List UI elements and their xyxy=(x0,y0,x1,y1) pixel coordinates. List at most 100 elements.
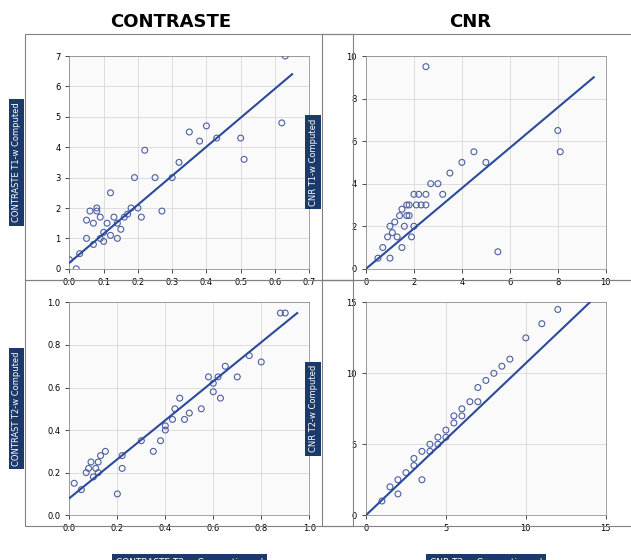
Point xyxy=(406,232,416,241)
Point xyxy=(397,205,407,214)
Point xyxy=(232,372,242,381)
Point xyxy=(203,372,213,381)
Point xyxy=(402,200,412,209)
Point xyxy=(377,497,387,506)
Point xyxy=(155,436,165,445)
Point xyxy=(473,397,483,406)
Point xyxy=(553,126,563,135)
Point xyxy=(71,264,81,273)
Text: CNR: CNR xyxy=(449,13,491,31)
Text: CNR T2-w Conventionnel: CNR T2-w Conventionnel xyxy=(430,558,542,560)
Point xyxy=(390,217,400,226)
Point xyxy=(157,207,167,216)
Point xyxy=(160,421,170,430)
Point xyxy=(122,209,133,218)
Point xyxy=(392,232,402,241)
Point xyxy=(417,475,427,484)
Point xyxy=(100,447,110,456)
Point xyxy=(473,383,483,392)
Point xyxy=(117,451,127,460)
Text: CONTRASTE T1-w Conventionnel: CONTRASTE T1-w Conventionnel xyxy=(115,311,263,320)
Point xyxy=(213,372,223,381)
Point xyxy=(148,447,158,456)
Point xyxy=(421,190,431,199)
Point xyxy=(433,440,443,449)
Point xyxy=(112,219,122,228)
Point xyxy=(378,243,388,252)
Point xyxy=(277,118,287,127)
Point xyxy=(244,351,254,360)
Point xyxy=(433,179,443,188)
Point xyxy=(426,179,436,188)
Point xyxy=(465,397,475,406)
Point xyxy=(404,211,414,220)
Point xyxy=(139,146,150,155)
Point xyxy=(537,319,547,328)
Point xyxy=(457,404,467,413)
Point xyxy=(409,222,419,231)
Point xyxy=(457,158,467,167)
Point xyxy=(126,203,136,212)
Text: CONTRASTE T1-w Computed: CONTRASTE T1-w Computed xyxy=(12,102,21,222)
Point xyxy=(211,134,221,143)
Point xyxy=(81,216,91,225)
Point xyxy=(95,213,105,222)
Point xyxy=(409,454,419,463)
Point xyxy=(385,254,395,263)
Point xyxy=(387,228,398,237)
Point xyxy=(167,173,177,182)
Point xyxy=(449,418,459,427)
Text: CNR T1-w Conventionnel: CNR T1-w Conventionnel xyxy=(430,311,542,320)
Point xyxy=(95,451,105,460)
Point xyxy=(239,155,249,164)
Point xyxy=(438,190,448,199)
Point xyxy=(393,489,403,498)
Point xyxy=(402,211,412,220)
Point xyxy=(433,433,443,442)
Point xyxy=(133,203,143,212)
Point xyxy=(373,254,383,263)
Point xyxy=(275,309,285,318)
Point xyxy=(194,137,204,146)
Point xyxy=(112,489,122,498)
Point xyxy=(401,468,411,477)
Point xyxy=(421,200,431,209)
Point xyxy=(555,147,565,156)
Point xyxy=(441,433,451,442)
Point xyxy=(481,376,491,385)
Point xyxy=(105,188,115,197)
Point xyxy=(76,485,86,494)
Point xyxy=(280,52,290,60)
Point xyxy=(280,309,290,318)
Point xyxy=(88,240,98,249)
Point xyxy=(409,461,419,470)
Point xyxy=(497,362,507,371)
Point xyxy=(117,464,127,473)
Point xyxy=(445,169,455,178)
Point xyxy=(88,473,98,482)
Point xyxy=(469,147,479,156)
Point xyxy=(167,415,177,424)
Point xyxy=(81,468,91,477)
Point xyxy=(521,333,531,342)
Point xyxy=(215,394,225,403)
Point xyxy=(102,219,112,228)
Point xyxy=(93,458,103,466)
Point xyxy=(399,222,410,231)
Point xyxy=(256,357,266,366)
Point xyxy=(160,426,170,435)
Point xyxy=(481,158,491,167)
Text: CONTRAST T2-w Computed: CONTRAST T2-w Computed xyxy=(12,352,21,466)
Point xyxy=(179,415,189,424)
Point xyxy=(98,237,109,246)
Point xyxy=(136,213,146,222)
Point xyxy=(449,412,459,421)
Point xyxy=(129,173,139,182)
Point xyxy=(196,404,206,413)
Point xyxy=(83,464,93,473)
Point xyxy=(74,249,85,258)
Point xyxy=(208,379,218,388)
Point xyxy=(69,479,80,488)
Point xyxy=(505,354,515,363)
Point xyxy=(150,173,160,182)
